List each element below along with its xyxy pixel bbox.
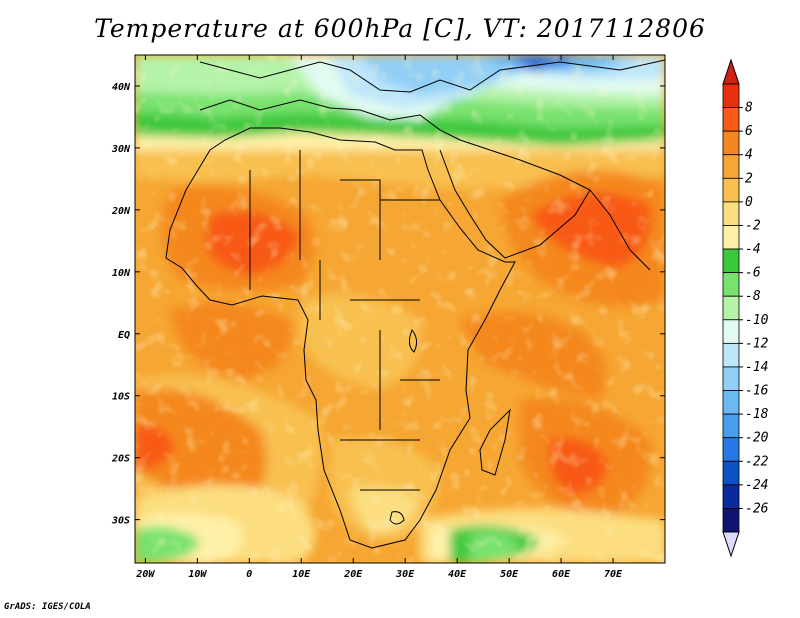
colorbar-label: -18 — [745, 407, 769, 422]
colorbar-label: -12 — [745, 336, 769, 351]
colorbar-label: 6 — [745, 124, 753, 139]
lat-tick-label: 20N — [111, 206, 131, 217]
lon-tick-label: 60E — [552, 569, 571, 580]
colorbar-label: -14 — [745, 360, 768, 375]
lon-tick-label: 70E — [604, 569, 623, 580]
colorbar-swatch — [722, 107, 740, 132]
plot-frame — [134, 54, 666, 564]
lon-tick-label: 40E — [448, 569, 467, 580]
lat-tick-label: 30S — [111, 516, 130, 527]
colorbar-label: -2 — [745, 218, 761, 233]
colorbar-swatch — [722, 201, 740, 226]
colorbar-label: -22 — [745, 454, 769, 469]
colorbar-swatch — [722, 272, 740, 297]
colorbar: 8 6 4 2 0 -2 -4 -6 -8 -10 -12 -14 -16 -18 -20 -22 -24 -26 — [722, 58, 769, 558]
colorbar-swatch — [722, 342, 740, 368]
coastlines — [165, 59, 665, 549]
lat-tick-label: 40N — [112, 82, 131, 93]
colorbar-label: -4 — [745, 242, 761, 257]
lon-tick-label: 20W — [135, 569, 155, 580]
longitude-axis: 20W 10W 0 10E 20E 30E 40E 50E 60E 70E — [135, 55, 623, 580]
grads-credit: GrADS: IGES/COLA — [4, 602, 91, 612]
colorbar-swatch — [722, 130, 740, 156]
colorbar-swatch — [722, 248, 740, 274]
colorbar-label: -8 — [745, 289, 761, 304]
colorbar-label: 0 — [745, 195, 753, 210]
colorbar-bottom-arrow — [722, 531, 740, 558]
colorbar-swatch — [722, 508, 740, 533]
lat-tick-label: EQ — [118, 330, 130, 341]
lat-tick-label: 30N — [111, 144, 131, 155]
colorbar-swatch — [722, 437, 740, 462]
lon-tick-label: 10E — [292, 569, 311, 580]
lon-tick-label: 0 — [246, 569, 252, 580]
colorbar-swatch — [722, 319, 740, 344]
lat-tick-label: 20S — [111, 454, 130, 465]
colorbar-swatch — [722, 460, 740, 486]
latitude-axis: 40N 30N 20N 10N EQ 10S 20S 30S — [111, 82, 665, 527]
colorbar-swatch — [722, 177, 740, 203]
lon-tick-label: 50E — [500, 569, 519, 580]
colorbar-label: -10 — [745, 313, 769, 328]
temperature-field — [135, 55, 665, 563]
colorbar-label: -24 — [745, 478, 768, 493]
colorbar-label: 8 — [745, 101, 753, 116]
map-title: Temperature at 600hPa [C], VT: 201711280… — [94, 14, 706, 43]
lat-tick-label: 10S — [112, 392, 130, 403]
colorbar-label: -16 — [745, 384, 769, 399]
colorbar-swatch — [722, 366, 740, 391]
colorbar-label: 4 — [745, 148, 753, 163]
colorbar-swatch — [722, 484, 740, 509]
colorbar-label: 2 — [745, 171, 753, 186]
lon-tick-label: 20E — [343, 569, 363, 580]
colorbar-top-arrow — [722, 58, 740, 85]
colorbar-swatch — [722, 390, 740, 415]
lon-tick-label: 30E — [395, 569, 415, 580]
colorbar-swatch — [722, 154, 740, 179]
colorbar-label: -26 — [745, 501, 769, 516]
colorbar-label: -6 — [745, 266, 761, 281]
lat-tick-label: 10N — [112, 268, 131, 279]
lon-tick-label: 10W — [188, 569, 207, 580]
colorbar-swatch — [722, 413, 740, 439]
colorbar-label: -20 — [745, 431, 769, 446]
colorbar-swatch — [722, 83, 740, 108]
colorbar-swatch — [722, 225, 740, 250]
colorbar-swatch — [722, 295, 740, 321]
